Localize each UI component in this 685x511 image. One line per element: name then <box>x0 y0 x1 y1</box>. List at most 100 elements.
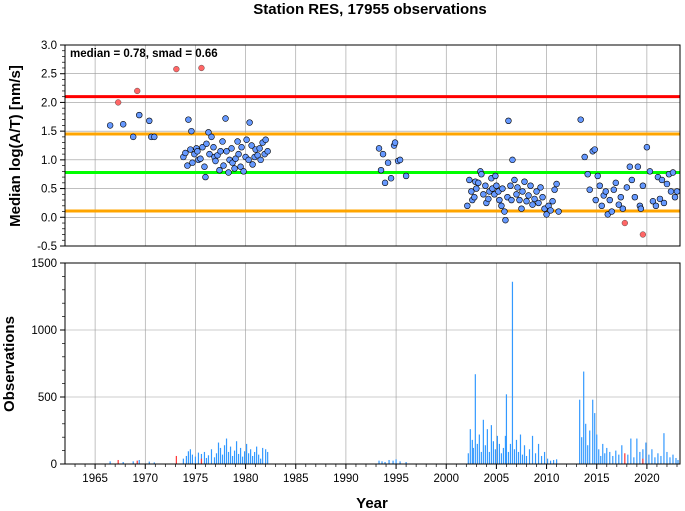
stats-annotation: median = 0.78, smad = 0.66 <box>70 48 218 60</box>
data-point <box>384 159 392 166</box>
data-point <box>202 173 209 181</box>
x-axis-label: Year <box>356 495 388 511</box>
outlier-point <box>198 64 205 72</box>
data-point <box>146 117 153 125</box>
data-point <box>402 172 410 180</box>
data-point <box>631 193 639 201</box>
scatter-points <box>106 64 681 238</box>
data-point <box>203 140 210 147</box>
y-tick-label: 1000 <box>31 325 57 337</box>
data-point <box>505 117 512 125</box>
bottom-grid <box>65 262 680 465</box>
data-point <box>577 116 584 123</box>
data-point <box>201 163 208 170</box>
reference-lines <box>65 95 680 213</box>
data-point <box>222 115 229 122</box>
top-grid <box>65 44 680 247</box>
outlier-point <box>173 66 180 73</box>
data-point <box>628 176 636 184</box>
data-point <box>245 156 252 164</box>
data-point <box>205 129 212 136</box>
data-point <box>240 168 247 175</box>
data-point <box>223 148 230 155</box>
data-point <box>254 152 261 159</box>
data-point <box>136 111 143 119</box>
y-tick-label: 2.5 <box>41 69 57 81</box>
data-point <box>516 196 523 204</box>
data-point <box>669 169 677 176</box>
data-point <box>598 202 605 210</box>
data-point <box>596 182 603 189</box>
data-point <box>586 186 593 193</box>
data-point <box>471 193 478 201</box>
data-point <box>234 138 241 145</box>
data-point <box>119 121 127 128</box>
x-tick-label: 1980 <box>233 473 259 485</box>
data-point <box>610 186 617 193</box>
data-point <box>652 202 660 210</box>
data-point <box>646 168 654 175</box>
data-point <box>667 188 675 195</box>
data-point <box>228 145 235 152</box>
data-point <box>248 142 255 149</box>
data-point <box>478 171 485 178</box>
top-panel: -0.5 0.0 0.5 1.0 1.5 2.0 2.5 3.0 median = 0.78,… <box>7 40 681 253</box>
data-point <box>256 145 263 152</box>
data-point <box>660 199 668 207</box>
data-point <box>649 198 657 205</box>
data-point <box>188 127 195 135</box>
data-point <box>194 148 201 155</box>
data-point <box>594 172 601 180</box>
data-point <box>185 116 192 123</box>
data-point <box>106 122 114 129</box>
outlier-point <box>621 219 628 227</box>
data-point <box>208 133 215 141</box>
data-point <box>264 148 271 155</box>
data-point <box>480 191 487 198</box>
data-point <box>673 188 681 195</box>
x-tick-label: 1990 <box>333 473 359 485</box>
x-ticks: 1965 1970 1975 1980 1985 1990 1995 2000 2005 2010… <box>74 464 678 485</box>
data-point <box>543 211 550 218</box>
top-panel-frame <box>64 44 681 247</box>
data-point <box>232 155 239 162</box>
data-point <box>602 188 609 195</box>
x-tick-label: 2000 <box>433 473 459 485</box>
data-point <box>396 156 404 164</box>
data-point <box>498 202 505 210</box>
data-point <box>527 182 534 189</box>
data-point <box>199 144 206 151</box>
data-point <box>663 180 671 188</box>
data-point <box>493 182 500 189</box>
data-point <box>511 176 518 184</box>
data-point <box>238 144 245 151</box>
x-tick-label: 2010 <box>534 473 560 485</box>
data-point <box>246 119 253 126</box>
data-point <box>508 196 515 204</box>
data-point <box>257 156 264 164</box>
data-point <box>535 199 542 207</box>
data-point <box>482 182 489 189</box>
x-tick-label: 1965 <box>82 473 108 485</box>
top-y-ticks: -0.5 0.0 0.5 1.0 1.5 2.0 2.5 3.0 <box>37 40 65 253</box>
data-point <box>381 179 389 187</box>
data-point <box>217 148 224 155</box>
y-tick-label: 0 <box>51 459 57 471</box>
data-point <box>537 184 544 191</box>
y-tick-label: 0.5 <box>41 184 57 196</box>
data-point <box>639 182 647 189</box>
outlier-point <box>134 87 141 95</box>
data-point <box>514 184 521 191</box>
data-point <box>584 171 591 178</box>
chart-title: Station RES, 17955 observations <box>253 1 486 18</box>
data-point <box>555 208 562 215</box>
data-point <box>379 150 387 158</box>
data-point <box>485 195 492 203</box>
data-point <box>225 169 232 176</box>
data-point <box>513 191 520 198</box>
data-point <box>501 208 508 215</box>
data-point <box>521 178 528 185</box>
data-point <box>549 198 556 205</box>
data-point <box>531 195 538 203</box>
x-tick-label: 1995 <box>383 473 409 485</box>
